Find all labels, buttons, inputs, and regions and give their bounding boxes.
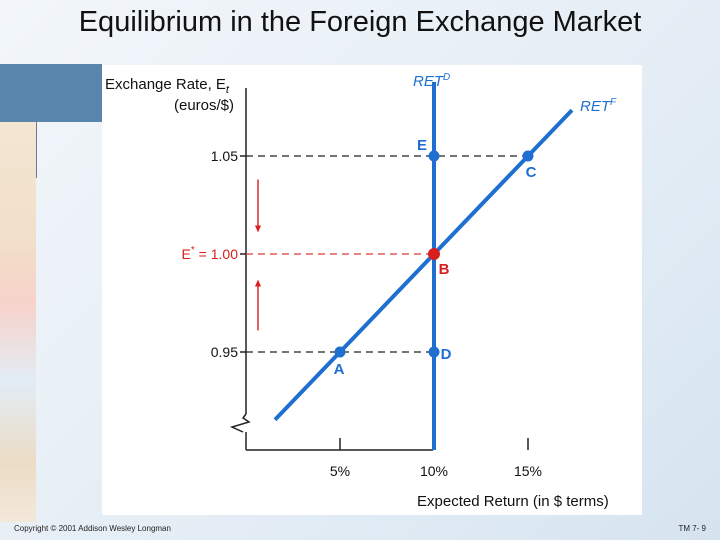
point-b — [428, 248, 440, 260]
ret-dollar-label: RETD — [413, 72, 450, 90]
ret-foreign-label: RETF — [580, 97, 617, 115]
point-label-e: E — [417, 137, 427, 154]
point-label-b: B — [439, 261, 450, 278]
copyright-text: Copyright © 2001 Addison Wesley Longman — [14, 524, 171, 533]
arrow-down-head — [255, 225, 261, 233]
point-label-d: D — [441, 346, 452, 363]
x-tick-label: 10% — [420, 463, 448, 479]
y-tick-label: 0.95 — [211, 344, 238, 360]
axis-break-mark — [229, 413, 251, 433]
decorative-column — [0, 122, 36, 522]
page-title: Equilibrium in the Foreign Exchange Mark… — [78, 6, 642, 38]
x-axis-label: Expected Return (in $ terms) — [417, 493, 609, 510]
arrow-up-head — [255, 279, 261, 287]
y-axis-label: Exchange Rate, Et — [105, 76, 230, 96]
y-tick-label: E* = 1.00 — [182, 245, 239, 262]
point-a — [334, 346, 346, 358]
guide-lines — [246, 155, 528, 353]
fx-equilibrium-chart: Exchange Rate, Et (euros/$) Expected Ret… — [105, 72, 617, 510]
point-e — [428, 150, 440, 162]
slide-number: TM 7- 9 — [678, 524, 706, 533]
x-tick-label: 5% — [330, 463, 350, 479]
x-tick-label: 15% — [514, 463, 542, 479]
ret-foreign-curve — [273, 108, 574, 422]
point-d — [428, 346, 440, 358]
decorative-bar — [0, 64, 102, 122]
point-label-a: A — [334, 361, 345, 378]
y-axis-units: (euros/$) — [174, 97, 234, 114]
y-tick-label: 1.05 — [211, 148, 238, 164]
point-label-c: C — [526, 164, 537, 181]
chart-panel: Exchange Rate, Et (euros/$) Expected Ret… — [102, 65, 642, 515]
axes: 5% 10% 15% 1.05 E* = 1.00 0.95 — [182, 88, 542, 479]
decorative-divider — [36, 122, 37, 178]
point-c — [522, 150, 534, 162]
chart-marks: RETD RETF E C B A D — [273, 72, 617, 450]
